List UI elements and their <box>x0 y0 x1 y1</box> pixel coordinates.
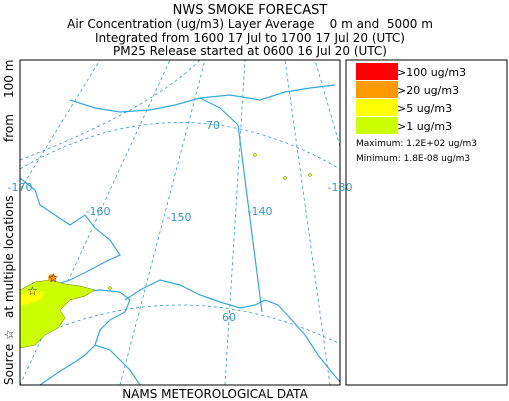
legend-label: >100 ug/m3 <box>397 66 466 79</box>
legend-swatch <box>356 99 398 116</box>
smoke-area <box>20 290 45 305</box>
map: ☆ ☆ -170 -160 -150 -140 -130 70 60 <box>8 59 353 386</box>
smoke-area <box>108 286 112 290</box>
footer: NAMS METEOROLOGICAL DATA <box>122 387 308 401</box>
graticule-label: -150 <box>167 211 192 224</box>
coastline <box>124 279 340 383</box>
meridian <box>224 60 246 385</box>
side-label-part: at multiple locations <box>2 195 16 318</box>
meridian <box>314 60 340 148</box>
minimum: Minimum: 1.8E-08 ug/m3 <box>356 154 470 164</box>
meridian <box>20 60 101 191</box>
border <box>199 97 263 313</box>
graticule-label: -160 <box>86 205 111 218</box>
legend-swatch <box>356 117 398 134</box>
smoke-area <box>283 176 287 180</box>
legend-swatch <box>356 81 398 98</box>
side-label: Source ☆ at multiple locations from 100 … <box>2 60 16 385</box>
coastline <box>69 84 336 113</box>
meridian <box>284 60 331 385</box>
legend-frame <box>345 59 508 386</box>
maximum: Maximum: 1.2E+02 ug/m3 <box>356 139 477 149</box>
coastline <box>94 344 141 385</box>
graticule-label: 70 <box>206 119 220 132</box>
map-frame <box>19 59 341 386</box>
side-label-part: from <box>2 114 16 142</box>
smoke-area <box>48 274 56 282</box>
smoke-area <box>308 173 312 177</box>
title: NWS SMOKE FORECAST <box>173 3 328 18</box>
header-line: PM25 Release started at 0600 16 Jul 20 (… <box>113 44 387 58</box>
side-label-part: 100 m <box>2 60 16 98</box>
source-marker: ☆ <box>27 284 38 298</box>
latitude-line <box>20 122 340 170</box>
header-line: Air Concentration (ug/m3) Layer Average … <box>67 17 433 31</box>
graticule-label: 60 <box>222 311 236 324</box>
graticule-label: -140 <box>248 205 273 218</box>
graticule-label: -130 <box>328 181 353 194</box>
smoke-area <box>253 153 257 157</box>
latitude-line <box>20 304 340 345</box>
source-marker: ☆ <box>48 271 59 285</box>
graticule-label: -170 <box>8 181 33 194</box>
legend-swatch <box>356 63 398 80</box>
legend-label: >1 ug/m3 <box>397 120 452 133</box>
side-label-part: Source ☆ <box>2 329 16 385</box>
legend-label: >20 ug/m3 <box>397 84 459 97</box>
legend-label: >5 ug/m3 <box>397 102 452 115</box>
meridian <box>119 60 206 385</box>
header-line: Integrated from 1600 17 Jul to 1700 17 J… <box>95 31 405 45</box>
legend: Maximum: 1.2E+02 ug/m3 Minimum: 1.8E-08 … <box>345 59 508 386</box>
meridian <box>20 60 201 161</box>
